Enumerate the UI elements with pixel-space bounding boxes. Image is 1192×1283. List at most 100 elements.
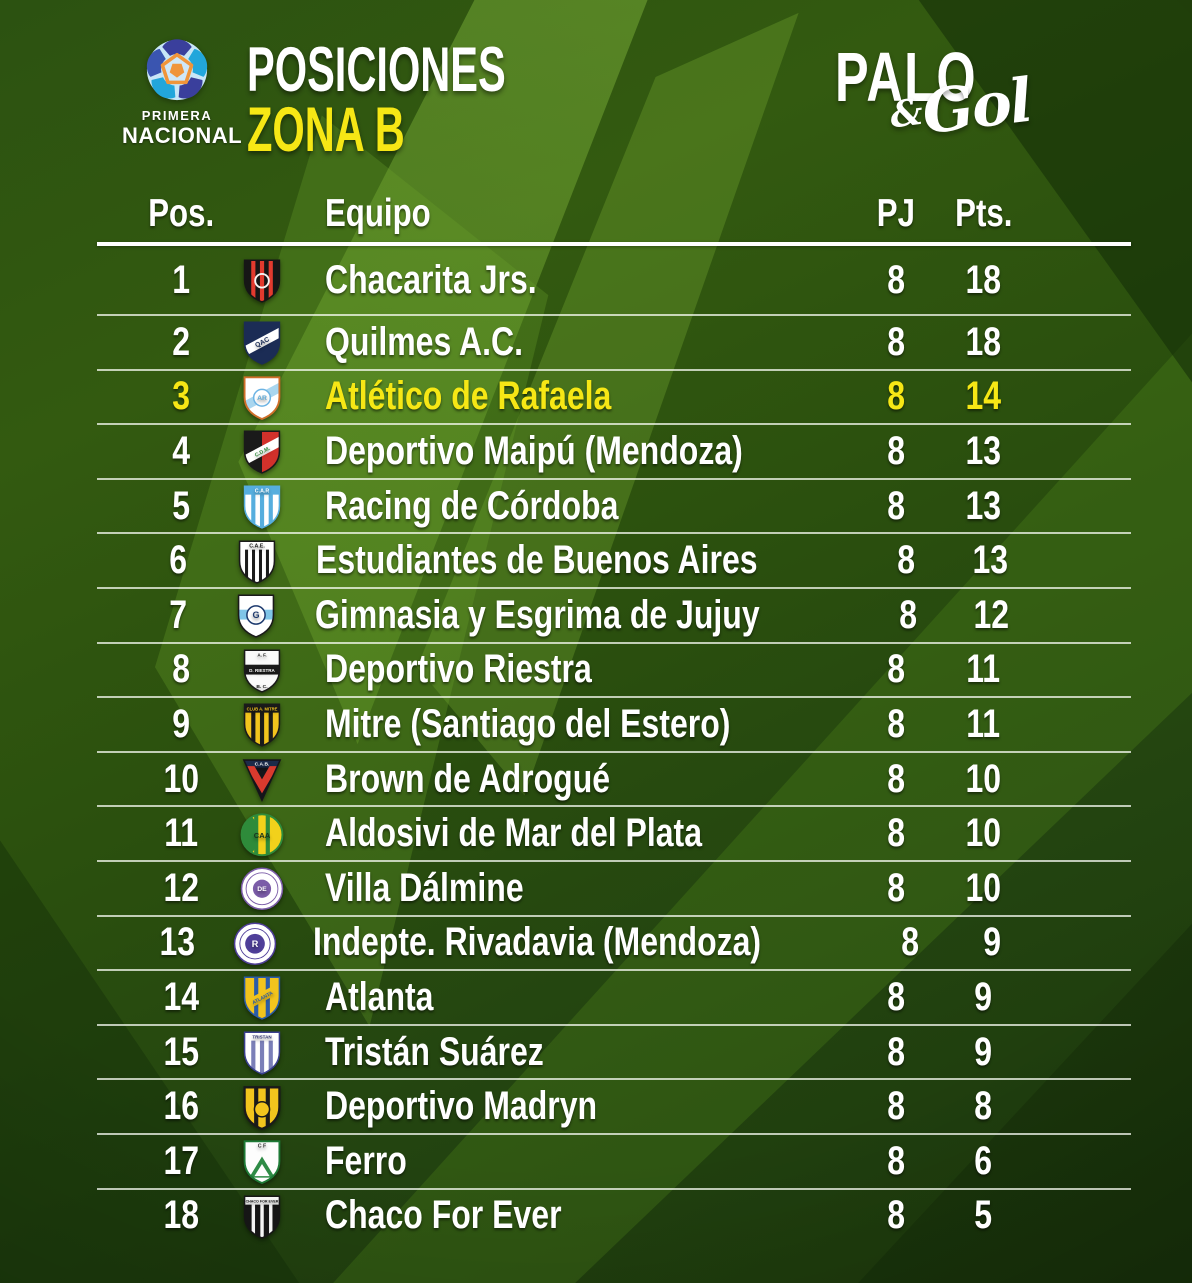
standings-row-4: 4 C.D.M. Deportivo Maipú (Mendoza) 8 13 [97,423,1131,478]
team-name: Atlético de Rafaela [325,374,612,419]
team-name: Gimnasia y Esgrima de Jujuy [314,592,760,637]
matches-played-value: 8 [887,1084,905,1129]
svg-text:D. RIESTRA: D. RIESTRA [249,668,275,673]
team-name: Chacarita Jrs. [325,257,537,302]
standings-row-8: 8 D. RIESTRA A. F. B. C. Deportivo Riestr… [97,641,1131,697]
team-name: Villa Dálmine [325,865,524,910]
position-number: 3 [172,374,190,419]
chaco-for-ever-crest-icon: CHACO FOR EVER [239,1191,285,1241]
matches-played-value: 8 [887,701,905,746]
matches-played-value: 8 [887,374,905,419]
standings-row-1: 1 Chacarita Jrs. 8 18 [97,246,1131,314]
standings-row-13: 13 R Indepte. Rivadavia (Mendoza) 8 9 [97,914,1131,970]
tristan-suarez-crest-icon: TRISTAN [239,1027,285,1077]
mitre-sde-crest-icon: CLUB A. MITRE [239,699,285,749]
primera-nacional-logo: PRIMERA NACIONAL [122,38,243,149]
points-value: 9 [983,920,1002,965]
gimnasia-jujuy-crest-icon: G [233,590,279,640]
points-value: 10 [965,865,1002,910]
matches-played-value: 8 [887,756,905,801]
matches-played-value: 8 [887,1138,905,1183]
team-name: Indepte. Rivadavia (Mendoza) [312,920,761,965]
standings-row-11: 11 CAA Aldosivi de Mar del Plata 8 10 [97,805,1131,860]
team-name: Chaco For Ever [325,1193,562,1238]
team-name: Brown de Adrogué [325,756,611,801]
svg-text:C F: C F [258,1144,267,1150]
svg-text:G: G [253,610,260,620]
standings-row-17: 17 C F Ferro 8 6 [97,1132,1131,1188]
points-value: 6 [974,1138,993,1183]
page-title: POSICIONES [247,35,506,105]
title-block: POSICIONES ZONA B [247,35,639,162]
points-value: 9 [974,1029,993,1074]
matches-played-value: 8 [887,647,905,692]
standings-row-12: 12 DE Villa Dálmine 8 10 [97,859,1131,915]
svg-text:CLUB A. MITRE: CLUB A. MITRE [247,707,278,712]
points-value: 11 [966,647,1001,692]
points-value: 12 [973,592,1010,637]
independiente-rivadavia-crest-icon: R [232,918,278,968]
matches-played-value: 8 [887,257,905,302]
table-header-row: Pos. Equipo PJ Pts. [97,184,1131,242]
svg-text:AR: AR [257,395,267,402]
team-name: Racing de Córdoba [325,483,619,528]
points-value: 9 [974,974,993,1019]
column-header-pos: Pos. [148,192,214,235]
column-header-points: Pts. [954,192,1013,235]
standings-row-15: 15 TRISTAN Tristán Suárez 8 9 [97,1023,1131,1079]
standings-row-2: 2 QAC Quilmes A.C. 8 18 [97,314,1131,369]
villa-dalmine-crest-icon: DE [239,863,285,913]
estudiantes-ba-crest-icon: C.A.E. [234,536,280,586]
brand-gol-text: Gol [918,65,1035,149]
atlanta-crest-icon: ATLANTA [239,972,285,1022]
matches-played-value: 8 [887,811,905,856]
svg-text:C.A.R: C.A.R [255,488,270,494]
svg-text:B. C.: B. C. [256,684,268,690]
deportivo-maipu-crest-icon: C.D.M. [239,426,285,476]
racing-cordoba-crest-icon: C.A.R [239,481,285,531]
deportivo-madryn-crest-icon [239,1082,285,1132]
points-value: 13 [965,483,1002,528]
position-number: 1 [172,257,190,302]
brand-palo-text: PALO [835,38,978,116]
standings-row-5: 5 C.A.R Racing de Córdoba 8 13 [97,477,1131,533]
matches-played-value: 8 [897,538,916,583]
position-number: 6 [169,538,188,583]
position-number: 9 [172,701,190,746]
standings-row-16: 16 Deportivo Madryn 8 8 [97,1078,1131,1133]
column-header-team: Equipo [325,192,431,235]
svg-text:TRISTAN: TRISTAN [252,1034,271,1039]
team-name: Deportivo Madryn [325,1084,598,1129]
svg-text:A. F.: A. F. [257,652,266,657]
matches-played-value: 8 [887,1193,905,1238]
svg-text:CAA: CAA [254,831,271,840]
standings-table: Pos. Equipo PJ Pts. 1 Chacarita Jrs. 8 1… [97,184,1131,1242]
team-name: Mitre (Santiago del Estero) [325,701,731,746]
position-number: 10 [163,756,199,801]
position-number: 14 [163,974,199,1019]
matches-played-value: 8 [901,920,920,965]
standings-row-9: 9 CLUB A. MITRE Mitre (Santiago del Este… [97,696,1131,751]
header-rule [97,242,1131,246]
team-name: Quilmes A.C. [325,319,523,364]
position-number: 15 [163,1029,199,1074]
team-name: Deportivo Maipú (Mendoza) [325,428,743,473]
matches-played-value: 8 [887,428,905,473]
deportivo-riestra-crest-icon: D. RIESTRA A. F. B. C. [239,645,285,695]
standings-row-18: 18 CHACO FOR EVER Chaco For Ever 8 5 [97,1187,1131,1243]
position-number: 8 [172,647,190,692]
league-logo-line2: NACIONAL [122,123,243,148]
position-number: 5 [172,483,190,528]
atletico-rafaela-crest-icon: AR [239,372,285,422]
standings-row-14: 14 ATLANTA Atlanta 8 9 [97,969,1131,1024]
team-name: Tristán Suárez [325,1029,544,1074]
matches-played-value: 8 [887,319,905,364]
matches-played-value: 8 [887,974,905,1019]
team-name: Ferro [325,1138,407,1183]
svg-text:C.A.E.: C.A.E. [249,543,265,549]
brand-ampersand: & [887,90,926,137]
svg-text:R: R [252,939,259,949]
svg-text:C.A.B.: C.A.B. [255,761,270,767]
position-number: 12 [163,865,199,910]
league-logo-line1: PRIMERA [141,108,213,123]
